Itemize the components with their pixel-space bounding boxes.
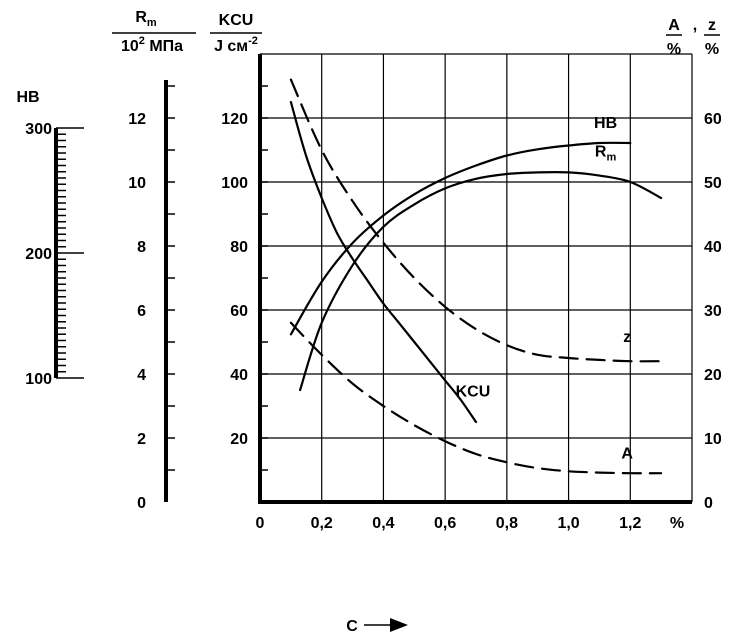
kcu-axis-unit: J см-2 (214, 35, 258, 55)
kcu-axis-title: KCU (219, 12, 254, 29)
kcu-tick-label: 40 (230, 367, 248, 384)
hb-axis-title: HB (16, 89, 39, 106)
chart-axes (54, 32, 720, 632)
hb-tick-label: 300 (25, 121, 52, 138)
rm-tick-label: 4 (137, 367, 146, 384)
kcu-tick-label: 100 (221, 175, 248, 192)
rm-axis-unit: 102 МПа (121, 35, 183, 55)
az-tick-label: 30 (704, 303, 722, 320)
x-tick-label: 1,0 (557, 515, 579, 532)
x-tick-label: 0,2 (311, 515, 333, 532)
rm-tick-label: 0 (137, 495, 146, 512)
x-tick-label: 0 (256, 515, 265, 532)
az-tick-label: 50 (704, 175, 722, 192)
z-axis-title: z (708, 17, 716, 34)
az-tick-label: 40 (704, 239, 722, 256)
rm-tick-label: 6 (137, 303, 146, 320)
x-tick-label: 0,4 (372, 515, 394, 532)
chart-curves (289, 78, 663, 475)
plot-grid (260, 53, 693, 502)
x-tick-label: 0,8 (496, 515, 518, 532)
series-kcu-label: KCU (456, 383, 491, 400)
series-z-label: z (623, 329, 631, 346)
rm-tick-label: 10 (128, 175, 146, 192)
hb-tick-label: 100 (25, 371, 52, 388)
x-axis-title: C (346, 618, 358, 635)
rm-tick-label: 2 (137, 431, 146, 448)
x-axis-arrow-head (390, 618, 408, 632)
series-rm-line (299, 171, 663, 392)
rm-axis-title: Rm (135, 9, 157, 29)
kcu-tick-label: 120 (221, 111, 248, 128)
x-unit-label: % (670, 515, 684, 532)
hb-tick-label: 200 (25, 246, 52, 263)
az-tick-label: 10 (704, 431, 722, 448)
x-tick-label: 1,2 (619, 515, 641, 532)
kcu-tick-label: 60 (230, 303, 248, 320)
series-rm-label: Rm (595, 143, 617, 163)
series-hb-line (289, 141, 632, 336)
az-tick-label: 0 (704, 495, 713, 512)
kcu-tick-label: 80 (230, 239, 248, 256)
kcu-tick-label: 20 (230, 431, 248, 448)
x-tick-label: 0,6 (434, 515, 456, 532)
series-hb-label: HB (594, 115, 617, 132)
series-a-label: A (621, 445, 633, 462)
z-axis-unit: % (705, 41, 719, 58)
az-title-separator: , (693, 17, 697, 34)
rm-tick-label: 12 (128, 111, 146, 128)
series-a-line (289, 321, 663, 475)
a-axis-title: A (668, 17, 680, 34)
series-z-line (289, 78, 663, 363)
az-tick-label: 20 (704, 367, 722, 384)
a-axis-unit: % (667, 41, 681, 58)
rm-tick-label: 8 (137, 239, 146, 256)
series-kcu-line (289, 100, 478, 424)
az-tick-label: 60 (704, 111, 722, 128)
